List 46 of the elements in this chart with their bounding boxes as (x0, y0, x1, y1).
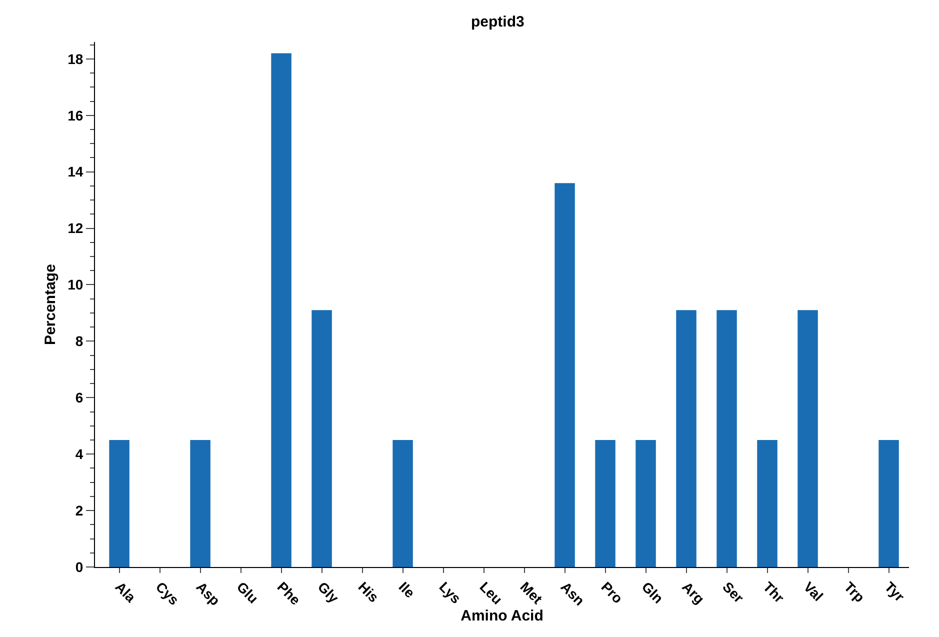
y-tick-label: 10 (68, 276, 84, 293)
bar (190, 440, 210, 567)
y-tick-label: 16 (68, 107, 84, 124)
x-tick-label: Tyr (882, 578, 908, 605)
bar (676, 310, 696, 567)
x-tick-label: Glu (234, 578, 262, 606)
y-tick-label: 4 (75, 446, 84, 462)
x-tick-label: Lys (436, 578, 464, 607)
bar (554, 183, 575, 567)
y-tick-label: 18 (68, 50, 84, 67)
x-tick-label: Gln (638, 578, 667, 606)
bar (878, 440, 899, 567)
x-tick-label: Leu (476, 578, 506, 608)
x-tick-label: Met (517, 578, 546, 608)
y-tick-label: 14 (68, 164, 84, 180)
bar (798, 310, 818, 567)
x-tick-label: Gly (314, 578, 342, 606)
y-tick-label: 8 (75, 333, 84, 350)
y-tick-label: 0 (75, 558, 84, 575)
bar (109, 440, 130, 567)
x-tick-label: Ser (720, 578, 748, 606)
x-tick-label: Phe (274, 578, 304, 608)
chart-title: peptid3 (471, 13, 524, 30)
y-tick-label: 6 (75, 390, 84, 406)
x-tick-label: Arg (679, 578, 708, 607)
x-tick-label: Pro (598, 578, 626, 606)
x-tick-label: Thr (760, 578, 788, 606)
bar (757, 440, 778, 567)
bar (595, 440, 616, 567)
x-tick-label: Val (800, 578, 826, 604)
x-tick-label: Cys (152, 578, 182, 608)
bar (636, 440, 656, 567)
x-tick-label: Ile (396, 578, 418, 602)
x-tick-label: His (355, 578, 382, 606)
bar (716, 310, 737, 567)
x-tick-label: Asn (558, 578, 588, 609)
bar (271, 53, 292, 567)
y-tick-label: 12 (68, 220, 84, 236)
y-tick-label: 2 (75, 502, 84, 518)
bar (392, 440, 413, 567)
x-tick-label: Asp (193, 578, 224, 609)
x-tick-label: Trp (841, 578, 868, 606)
bar (312, 310, 332, 567)
x-tick-label: Ala (112, 578, 140, 606)
x-axis-title: Amino Acid (460, 608, 544, 625)
y-axis-title: Percentage (42, 264, 59, 345)
